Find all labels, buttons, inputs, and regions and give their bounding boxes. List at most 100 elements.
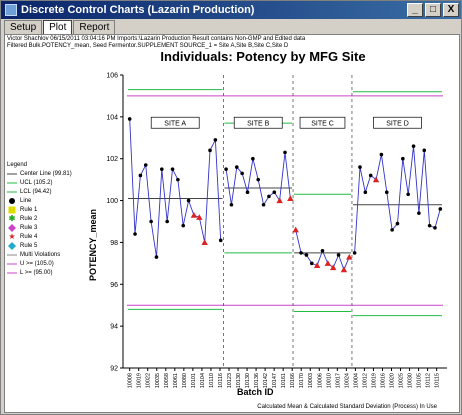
x-tick-label: 10004 [353, 373, 359, 388]
control-chart: 92 94 96 98 100 102 104 106 SITE A SITE B SITE C SI… [106, 73, 447, 388]
x-tick-label: 10035 [155, 373, 161, 388]
legend-item: Rule 1 [7, 205, 72, 214]
violation-point [324, 260, 332, 266]
legend: Legend Center Line (99.81) UCL (105.2) LCL… [7, 162, 72, 277]
x-tick-label: 10161 [281, 373, 287, 388]
data-point [245, 190, 250, 194]
legend-item: Multi Violations [7, 250, 72, 259]
data-point [127, 117, 132, 121]
data-point [234, 165, 239, 169]
legend-item-label: UCL (105.2) [20, 179, 53, 186]
legend-symbol-diamond [7, 223, 17, 232]
legend-symbol-line [7, 251, 17, 259]
data-point [390, 228, 394, 232]
series-line [129, 118, 222, 258]
data-point [422, 148, 427, 153]
data-point [251, 156, 255, 161]
x-tick-label: 10019 [371, 373, 377, 388]
legend-item: Center Line (99.81) [7, 169, 72, 178]
legend-item-label: LCL (94.42) [20, 188, 52, 195]
legend-item-label: Rule 1 [20, 206, 38, 213]
legend-item-label: Rule 2 [20, 215, 38, 222]
x-tick-label: 10130 [245, 373, 251, 388]
data-point [427, 223, 432, 228]
y-tick-label: 98 [110, 240, 118, 247]
x-axis-label: Batch ID [237, 387, 274, 397]
minimize-button[interactable]: _ [407, 3, 423, 17]
x-tick-label: 10147 [272, 373, 278, 388]
title-bar: Discrete Control Charts (Lazarin Product… [1, 1, 461, 19]
x-tick-label: 10022 [146, 373, 152, 388]
data-point [186, 198, 191, 203]
data-point [320, 249, 325, 253]
app-icon [5, 4, 17, 16]
legend-symbol-asterisk: ✱ [8, 214, 16, 223]
violation-point [292, 226, 299, 233]
legend-item-label: U >= (105.0) [20, 260, 54, 267]
legend-item-label: Rule 3 [20, 224, 38, 231]
data-point [267, 194, 271, 199]
site-label-box [150, 116, 200, 129]
close-button[interactable]: X [443, 3, 459, 17]
tab-report[interactable]: Report [73, 20, 116, 34]
data-point [240, 171, 244, 176]
site-label-box [233, 116, 283, 129]
data-point [438, 207, 443, 211]
site-label-box [373, 116, 422, 129]
data-point [133, 232, 137, 236]
violation-point [340, 266, 348, 273]
legend-item-label: Line [20, 197, 32, 204]
data-point [384, 190, 389, 194]
tab-setup[interactable]: Setup [4, 20, 43, 34]
legend-item-label: Rule 4 [20, 233, 38, 240]
violation-point [190, 212, 198, 218]
x-tick-label: 10142 [263, 373, 269, 388]
data-point [160, 167, 164, 171]
y-tick-label: 106 [106, 73, 118, 80]
violation-point [346, 253, 353, 260]
y-tick-label: 100 [106, 198, 118, 205]
y-tick-label: 102 [106, 156, 118, 163]
tab-strip: Setup Plot Report [4, 20, 116, 35]
data-point [363, 190, 368, 194]
site-label: SITE C [311, 121, 334, 128]
maximize-button[interactable]: □ [425, 3, 441, 17]
x-tick-label: 10115 [435, 373, 441, 388]
footer-note: Calculated Mean & Calculated Standard De… [257, 404, 437, 410]
data-point [149, 219, 153, 224]
x-tick-label: 10025 [399, 373, 405, 388]
tab-plot[interactable]: Plot [43, 20, 73, 35]
x-tick-label: 10008 [128, 373, 134, 388]
data-point [138, 173, 143, 178]
info-line-1: Victor Shachlov 06/15/2011 03:04:16 PM I… [7, 36, 306, 42]
legend-title: Legend [7, 162, 28, 168]
x-tick-label: 10016 [380, 373, 386, 388]
violation-point [313, 262, 321, 269]
site-label: SITE D [386, 121, 409, 128]
window-title: Discrete Control Charts (Lazarin Product… [21, 4, 255, 16]
data-point [401, 156, 405, 161]
legend-symbol-line [7, 188, 17, 196]
violation-point [330, 264, 337, 271]
violation-point [201, 239, 208, 245]
chart-title: Individuals: Potency by MFG Site [160, 49, 366, 64]
data-point [406, 192, 410, 197]
legend-symbol-line [7, 260, 17, 268]
x-tick-label: 10123 [227, 373, 233, 388]
data-point [299, 251, 303, 255]
legend-item: Line [7, 196, 72, 205]
site-label: SITE B [247, 121, 270, 128]
data-point [213, 138, 218, 142]
violation-point [276, 197, 283, 204]
legend-item: ★ Rule 4 [7, 232, 72, 241]
x-tick-label: 10024 [344, 373, 350, 388]
series-line [354, 146, 441, 253]
legend-item: Rule 3 [7, 223, 72, 232]
site-label-box [299, 116, 346, 129]
legend-item: LCL (94.42) [7, 187, 72, 196]
x-tick-label: 10080 [182, 373, 188, 388]
legend-item: L >= (95.00) [7, 268, 72, 277]
legend-item-label: Center Line (99.81) [20, 170, 72, 177]
legend-symbol-line [7, 269, 17, 277]
